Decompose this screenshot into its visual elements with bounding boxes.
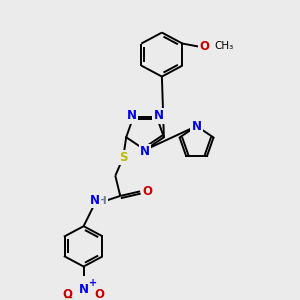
- Text: O: O: [94, 289, 104, 300]
- Text: N: N: [126, 109, 136, 122]
- Text: +: +: [88, 278, 97, 288]
- Text: O: O: [142, 185, 152, 198]
- Text: S: S: [119, 151, 128, 164]
- Text: N: N: [89, 194, 100, 207]
- Text: N: N: [79, 283, 88, 296]
- Text: CH₃: CH₃: [214, 41, 233, 51]
- Text: N: N: [140, 145, 150, 158]
- Text: −: −: [64, 292, 73, 300]
- Text: N: N: [154, 109, 164, 122]
- Text: N: N: [192, 120, 202, 133]
- Text: O: O: [199, 40, 209, 53]
- Text: O: O: [63, 289, 73, 300]
- Text: H: H: [98, 196, 107, 206]
